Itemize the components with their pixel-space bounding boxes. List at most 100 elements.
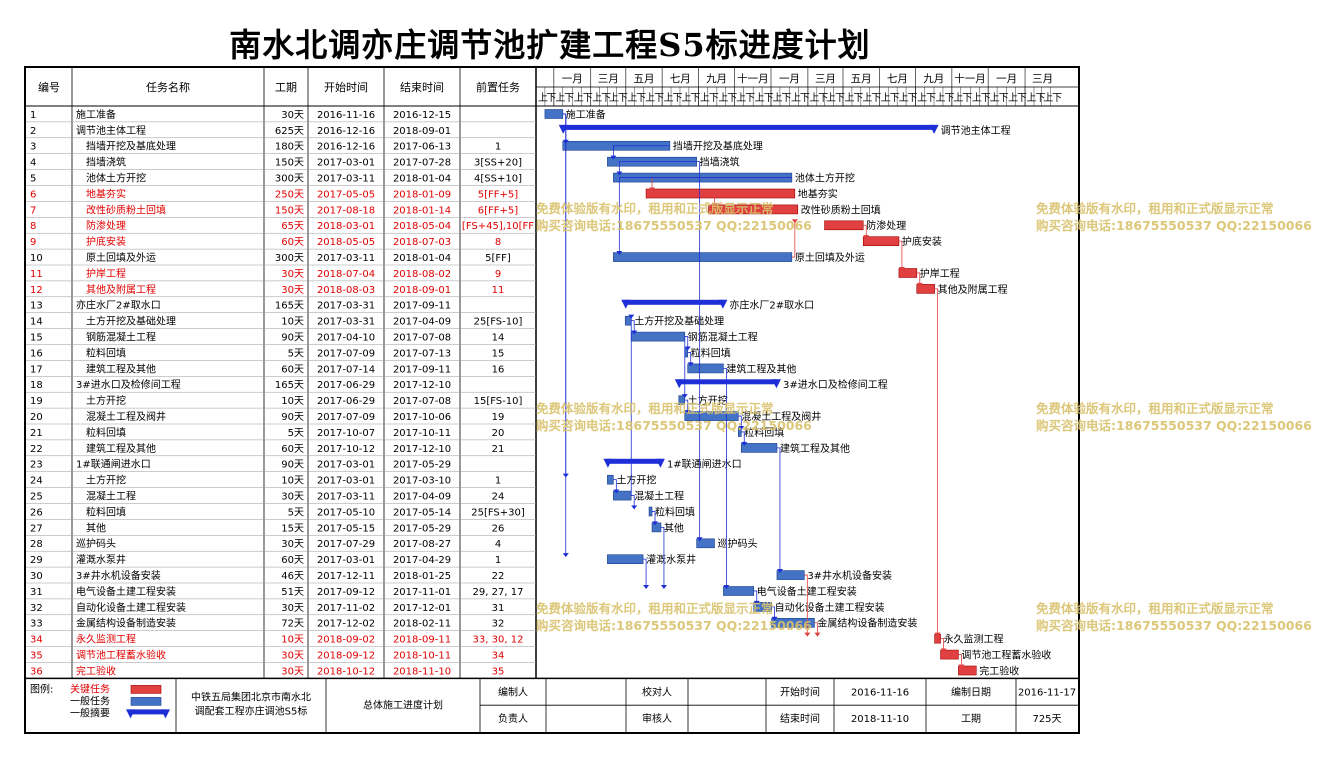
cell-duration: 150天 <box>275 158 304 169</box>
cell-name: 土方开挖 <box>86 474 126 487</box>
half-label: 下 <box>764 93 774 104</box>
task-bar <box>753 602 772 612</box>
dependency-arrow <box>613 489 620 494</box>
cell-name: 原土回填及外运 <box>86 251 156 264</box>
cell-predecessor: 3[SS+20] <box>474 158 522 169</box>
dependency-link <box>738 415 742 428</box>
cell-predecessor: 5[FF] <box>485 253 511 264</box>
cell-id: 4 <box>30 158 36 169</box>
cell-id: 24 <box>30 476 43 487</box>
dependency-link <box>631 320 635 333</box>
cell-id: 6 <box>30 189 36 200</box>
half-label: 上 <box>609 92 619 104</box>
bar-label: 建筑工程及其他 <box>726 362 796 375</box>
cell-start: 2017-03-01 <box>317 158 375 169</box>
bar-label: 混凝土工程及阀井 <box>741 410 821 423</box>
dependency-arrow <box>940 648 947 653</box>
watermark-line: 免费体验版有水印，租用和正式版显示正常 <box>1036 601 1274 616</box>
dependency-arrow <box>631 330 638 335</box>
bar-label: 施工准备 <box>566 108 606 121</box>
half-label: 上 <box>990 92 1000 104</box>
cell-name: 调节池工程蓄水验收 <box>76 649 166 662</box>
watermark-line: 免费体验版有水印，租用和正式版显示正常 <box>1036 201 1274 216</box>
cell-predecessor: 22 <box>492 571 505 582</box>
dependency-link <box>940 638 944 651</box>
cell-start: 2017-07-29 <box>317 539 375 550</box>
cell-duration: 30天 <box>281 666 304 677</box>
bar-label: 其他及附属工程 <box>938 283 1008 296</box>
dependency-arrow <box>684 410 691 415</box>
cell-predecessor: 1 <box>495 476 501 487</box>
cell-predecessor: 35 <box>492 666 505 677</box>
cell-start: 2018-03-01 <box>317 221 375 232</box>
month-label: 三月 <box>1032 73 1053 85</box>
half-label: 下 <box>727 93 737 104</box>
bar-label: 电气设备土建工程安装 <box>757 585 857 598</box>
half-label: 上 <box>791 92 801 104</box>
summary-bar-end-marker <box>771 379 781 389</box>
task-bar <box>687 363 724 374</box>
cell-id: 29 <box>30 555 43 566</box>
bar-label: 土方开挖及基础处理 <box>634 315 724 328</box>
half-label: 下 <box>999 93 1009 104</box>
bar-label: 粒料回填 <box>744 426 784 439</box>
summary-bar-start-marker <box>674 379 684 389</box>
half-label: 下 <box>546 93 556 104</box>
bar-label: 金属结构设备制造安装 <box>817 617 917 630</box>
half-label: 下 <box>890 93 900 104</box>
cell-duration: 90天 <box>281 412 304 423</box>
cell-start: 2017-03-01 <box>317 476 375 487</box>
watermark-line: 免费体验版有水印，租用和正式版显示正常 <box>536 401 774 416</box>
half-label: 上 <box>755 92 765 104</box>
watermark-line: 购买咨询电话:18675550537 QQ:22150066 <box>1036 218 1312 233</box>
task-bar <box>613 252 793 262</box>
cell-name: 其他及附属工程 <box>86 283 156 296</box>
bar-label: 粒料回填 <box>691 346 731 359</box>
bar-label: 调节池主体工程 <box>941 124 1011 137</box>
column-header-dur: 工期 <box>275 81 297 94</box>
dependency-link <box>791 221 796 258</box>
bar-label: 1#联通闸进水口 <box>667 458 742 471</box>
cell-end: 2017-04-29 <box>393 555 451 566</box>
start-label: 开始时间 <box>780 685 820 698</box>
cell-name: 1#联通闸进水口 <box>76 458 151 471</box>
bar-label: 改性砂质粉土回填 <box>801 203 881 216</box>
cell-duration: 10天 <box>281 396 304 407</box>
cell-name: 完工验收 <box>76 664 116 677</box>
legend-normal-swatch <box>130 697 162 706</box>
cell-predecessor: 16 <box>492 364 505 375</box>
month-label: 九月 <box>923 73 944 85</box>
cell-name: 混凝土工程及阀井 <box>86 410 166 423</box>
cell-start: 2017-03-11 <box>317 174 375 185</box>
cell-name: 灌溉水泵井 <box>76 553 126 566</box>
cell-end: 2017-07-13 <box>393 348 451 359</box>
cell-duration: 60天 <box>281 364 304 375</box>
dependency-link <box>723 367 727 587</box>
watermark-line: 免费体验版有水印，租用和正式版显示正常 <box>536 201 774 216</box>
end-label: 结束时间 <box>780 712 820 725</box>
cell-end: 2018-05-04 <box>393 221 451 232</box>
half-label: 下 <box>908 93 918 104</box>
task-bar <box>607 554 644 565</box>
half-label: 下 <box>818 93 828 104</box>
month-label: 一月 <box>562 73 583 85</box>
task-bar <box>651 522 662 533</box>
cell-predecessor: 6[FF+5] <box>478 205 519 216</box>
bar-label: 钢筋混凝土工程 <box>688 331 758 344</box>
half-label: 下 <box>926 93 936 104</box>
cell-end: 2018-01-04 <box>393 174 451 185</box>
dependency-arrow <box>771 616 778 621</box>
cell-duration: 165天 <box>275 380 304 391</box>
cell-start: 2017-07-14 <box>317 364 375 375</box>
cell-id: 15 <box>30 333 43 344</box>
cell-duration: 60天 <box>281 444 304 455</box>
bar-label: 调节池工程蓄水验收 <box>961 649 1051 662</box>
cell-duration: 30天 <box>281 539 304 550</box>
task-bar <box>776 570 805 580</box>
cell-name: 金属结构设备制造安装 <box>76 617 176 630</box>
half-label: 上 <box>627 92 637 104</box>
watermark-line: 免费体验版有水印，租用和正式版显示正常 <box>1036 401 1274 416</box>
cell-predecessor: 21 <box>492 444 505 455</box>
month-label: 五月 <box>633 73 654 85</box>
dependency-arrow <box>628 314 635 319</box>
